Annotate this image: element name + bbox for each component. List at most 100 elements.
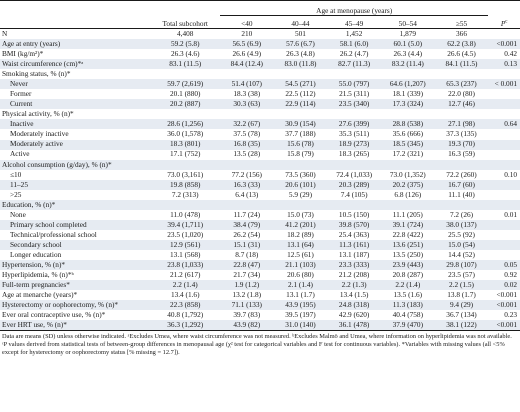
row-label: Hypertension, % (n)* [0,260,151,271]
table-cell: 21.1 (103) [273,260,328,271]
table-cell [151,69,220,79]
row-label: Full-term pregnancies* [0,280,151,291]
table-cell: 11.3 (183) [380,300,435,311]
table-cell: 23.5 (57) [448,270,475,280]
table-cell: 73.0 (3,161) [167,169,204,179]
table-cell: 6.8 (126) [394,189,422,199]
table-row: Alcohol consumption (g/day), % (n)* [0,159,520,170]
p-value-cell [488,99,520,110]
table-cell: 62.2 (3.8) [434,39,489,50]
table-cell: 1,452 [345,28,363,38]
table-cell: 64.6 (1,207) [380,79,435,90]
age-group-header: Age at menopause (years) [219,0,489,16]
table-cell [381,69,435,79]
table-cell: 18.3 (801) [150,139,220,150]
table-cell: 17.1 (752) [170,149,201,159]
table-row: Age at menarche (years)* 13.4 (1.6) 13.2 (… [0,290,520,300]
row-label: Inactive [0,119,151,130]
table-row: Moderately inactive 36.0 (1,578) 37.5 (78)… [0,129,520,139]
table-row: Smoking status, % (n)* [0,69,520,79]
table-cell: 21.7 (34) [233,270,261,280]
row-label: Ever HRT use, % (n)* [0,320,151,332]
table-cell [273,199,328,210]
p-value-cell [488,150,520,160]
p-value-cell: < 0.001 [488,79,520,90]
table-cell: 28.8 (538) [380,119,435,130]
table-cell: 12.7 (46) [434,99,489,110]
row-label: Ever oral contraceptive use, % (n)* [2,310,106,320]
table-footnote: Data are means (SD) unless otherwise ind… [2,333,512,357]
age-col-header: ≥55 [434,15,489,29]
header-blank [0,15,151,29]
row-label: Moderately inactive [10,129,69,139]
row-label: ≤10 [10,169,22,179]
table-cell: 16.3 (59) [448,149,475,159]
table-cell [151,109,220,119]
table-row: 11–25 19.8 (858) 16.3 (33) 20.6 (101) 20.3 (… [0,179,520,190]
table-cell: 20.6 (101) [273,179,328,190]
characteristics-table: Age at menopause (years) Total subcohort… [0,0,520,332]
table-cell: 39.1 (724) [380,219,435,230]
table-cell: 39.4 (1,711) [150,219,220,230]
table-cell: 59.7 (2,619) [150,79,220,90]
table-cell: 43.9 (82) [219,320,274,332]
table-cell [150,199,220,210]
p-value-cell [488,109,520,119]
table-cell: 13.6 (251) [380,239,435,251]
table-cell: 31.0 (140) [273,320,328,332]
table-cell: 23.8 (1,033) [150,260,220,271]
table-row: Ever HRT use, % (n)* 36.3 (1,292) 43.9 (82… [0,320,520,332]
table-row: Primary school completed 39.4 (1,711) 38.4… [0,219,520,230]
p-value-header: Pc [488,15,520,29]
table-cell: 26.3 (4.4) [393,49,423,59]
table-cell [434,159,489,170]
table-cell: 13.1 (64) [273,239,328,251]
table-cell: 23.3 (333) [327,260,381,271]
table-cell [327,69,381,79]
table-cell [274,69,328,79]
total-subcohort-header: Total subcohort [150,15,220,29]
table-cell: 15.8 (79) [287,149,314,159]
table-cell [273,159,328,170]
table-cell: 35.6 (666) [392,129,423,139]
table-row: Active 17.1 (752) 13.5 (28) 15.8 (79) 18.3 (… [0,150,520,160]
table-cell: 27.6 (399) [327,119,381,130]
table-cell: 19.8 (858) [150,179,220,190]
table-cell: 18.5 (345) [380,139,435,150]
table-cell: 2.1 (1.4) [273,280,328,291]
table-cell: 13.2 (1.8) [232,290,262,300]
row-label: Hyperlipidemia, % (n)*ᵇ [2,270,74,280]
table-cell [381,109,435,119]
table-cell [219,159,274,170]
table-cell [327,109,381,119]
table-row: Longer education 13.1 (568) 8.7 (18) 12.5 (… [0,250,520,260]
p-value-cell: 0.10 [504,169,517,179]
table-cell: 39.8 (570) [327,219,381,230]
row-label: Secondary school [0,239,151,251]
table-cell: 1.9 (1.2) [219,280,274,291]
p-value-cell [488,29,520,40]
table-cell: 29.8 (107) [434,260,489,271]
table-cell: 12.5 (61) [287,250,314,259]
row-label: Alcohol consumption (g/day), % (n)* [0,159,151,170]
table-cell: 16.3 (33) [219,179,274,190]
table-row: Inactive 28.6 (1,256) 32.2 (67) 30.9 (154) 2… [0,119,520,130]
p-value-cell [488,69,520,79]
table-cell: 73.0 (1,352) [389,169,426,179]
table-cell: 210 [241,28,253,38]
table-cell: 83.2 (11.4) [380,59,435,70]
table-cell: 17.3 (324) [380,99,435,110]
table-row: N 4,408 210 501 1,452 1,879 366 [0,29,520,40]
table-cell: 38.4 (79) [219,219,274,230]
table-cell: 77.2 (156) [231,169,262,179]
p-value-cell [488,230,520,240]
row-label: BMI (kg/m²)* [2,49,44,59]
table-cell: 13.1 (1.7) [286,290,315,300]
p-value-cell: 0.02 [488,280,520,291]
p-value-cell: <0.001 [496,290,517,300]
table-cell: 36.7 (134) [446,310,477,320]
table-cell: 42.9 (620) [338,310,370,320]
table-cell: 51.4 (107) [219,79,274,90]
table-cell [327,159,381,170]
table-cell: 32.2 (67) [219,119,274,130]
